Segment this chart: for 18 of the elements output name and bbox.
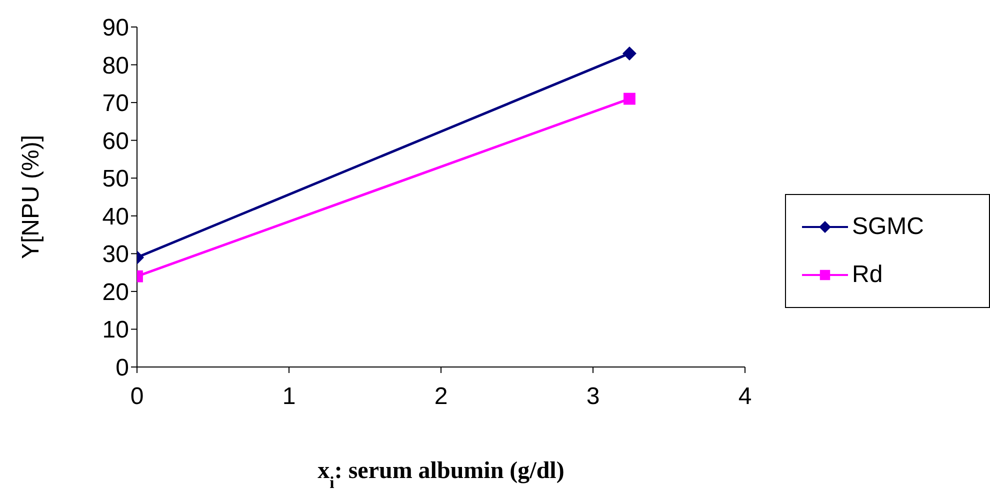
y-tick-label: 50	[102, 166, 129, 193]
y-tick-label: 70	[102, 90, 129, 118]
y-tick-label: 90	[102, 14, 129, 42]
legend-label: Rd	[852, 261, 883, 289]
x-tick-label: 4	[738, 383, 752, 410]
x-tick-label: 2	[434, 383, 448, 410]
x-tick-label: 1	[282, 383, 296, 410]
y-tick-label: 20	[102, 278, 129, 306]
y-tick-label: 60	[102, 128, 129, 155]
x-axis-title: x$_{i}$: serum albumin (g/dl)	[318, 458, 564, 492]
y-tick-label: 30	[102, 241, 129, 268]
y-tick-label: 80	[102, 52, 129, 80]
legend-label: SGMC	[852, 213, 924, 241]
x-tick-label: 3	[586, 383, 600, 410]
y-axis-title: Y[NPU (%)]	[18, 134, 45, 260]
y-tick-label: 10	[102, 316, 129, 344]
y-tick-label: 40	[102, 203, 129, 230]
y-tick-label: 0	[116, 354, 129, 382]
